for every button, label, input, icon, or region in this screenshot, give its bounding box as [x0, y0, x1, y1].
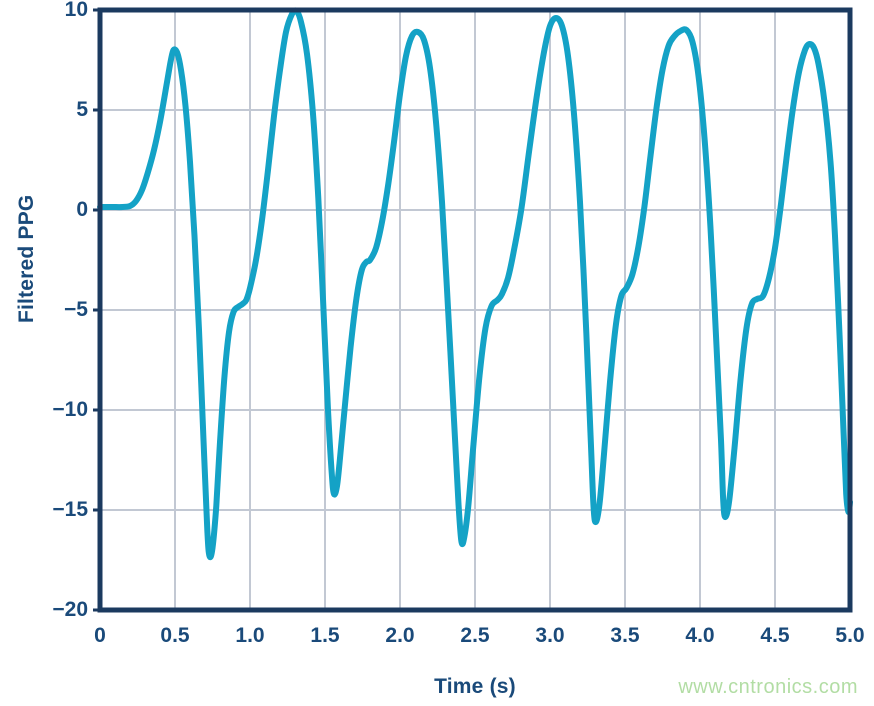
x-tick-label: 3.5 — [610, 624, 640, 647]
y-tick-label: −10 — [52, 398, 88, 421]
y-tick-label: 0 — [76, 198, 88, 221]
y-tick-label: −20 — [52, 598, 88, 621]
series-line — [97, 7, 853, 561]
x-axis-title: Time (s) — [434, 675, 516, 698]
x-tick-label: 0 — [94, 624, 106, 647]
y-tick-label: −15 — [52, 498, 88, 521]
axis-frame — [97, 7, 853, 613]
x-tick-label: 5.0 — [835, 624, 865, 647]
x-tick-label: 0.5 — [160, 624, 190, 647]
x-tick-label: 1.0 — [235, 624, 265, 647]
x-tick-label: 2.0 — [385, 624, 415, 647]
x-tick-label: 1.5 — [310, 624, 340, 647]
y-tick-label: 5 — [76, 98, 88, 121]
x-tick-label: 3.0 — [535, 624, 565, 647]
y-tick-label: −5 — [64, 298, 88, 321]
x-tick-label: 4.5 — [760, 624, 790, 647]
x-tick-label: 4.0 — [685, 624, 715, 647]
watermark: www.cntronics.com — [678, 676, 858, 698]
x-tick-label: 2.5 — [460, 624, 490, 647]
y-tick-label: 10 — [64, 0, 88, 21]
